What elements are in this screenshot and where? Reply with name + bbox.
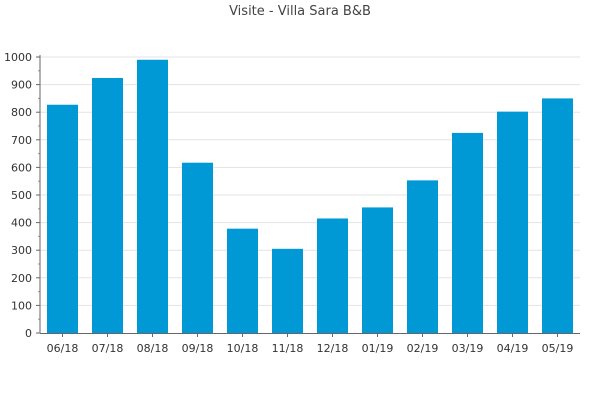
y-tick-labels: 0 100 200 300 400 500 600 700 800 900 1000 bbox=[4, 51, 32, 340]
y-tick-label: 1000 bbox=[4, 51, 32, 64]
bar bbox=[542, 98, 573, 334]
bar bbox=[317, 218, 348, 333]
y-tick-label: 900 bbox=[11, 79, 32, 92]
y-tick-label: 300 bbox=[11, 244, 32, 257]
chart-title: Visite - Villa Sara B&B bbox=[229, 4, 371, 19]
x-tick-label: 08/18 bbox=[137, 342, 169, 355]
x-tick-label: 07/18 bbox=[92, 342, 124, 355]
y-tick-label: 400 bbox=[11, 217, 32, 230]
bar bbox=[47, 104, 78, 333]
bar bbox=[92, 77, 123, 333]
x-tick-label: 10/18 bbox=[227, 342, 259, 355]
x-tick-label: 01/19 bbox=[362, 342, 394, 355]
bar bbox=[137, 59, 168, 333]
bar bbox=[227, 228, 258, 333]
x-tick-label: 02/19 bbox=[407, 342, 439, 355]
x-tick-label: 05/19 bbox=[542, 342, 574, 355]
y-tick-label: 800 bbox=[11, 106, 32, 119]
bar bbox=[272, 248, 303, 333]
y-tick-label: 200 bbox=[11, 272, 32, 285]
x-tick-label: 09/18 bbox=[182, 342, 214, 355]
bar bbox=[452, 132, 483, 333]
axes bbox=[36, 55, 580, 337]
x-tick-labels: 06/18 07/18 08/18 09/18 10/18 11/18 12/18 01/19… bbox=[47, 342, 574, 355]
x-tick-label: 06/18 bbox=[47, 342, 79, 355]
y-tick-label: 700 bbox=[11, 134, 32, 147]
x-tick-label: 04/19 bbox=[497, 342, 529, 355]
bar bbox=[497, 111, 528, 333]
y-tick-label: 0 bbox=[25, 327, 32, 340]
bar bbox=[362, 207, 393, 333]
bars bbox=[47, 59, 573, 334]
bar bbox=[182, 162, 213, 333]
x-tick-label: 12/18 bbox=[317, 342, 349, 355]
y-tick-label: 600 bbox=[11, 161, 32, 174]
x-tick-label: 11/18 bbox=[272, 342, 304, 355]
x-tick-label: 03/19 bbox=[452, 342, 484, 355]
y-tick-label: 500 bbox=[11, 189, 32, 202]
bar bbox=[407, 180, 438, 333]
y-tick-label: 100 bbox=[11, 299, 32, 312]
grid-lines bbox=[40, 56, 580, 306]
